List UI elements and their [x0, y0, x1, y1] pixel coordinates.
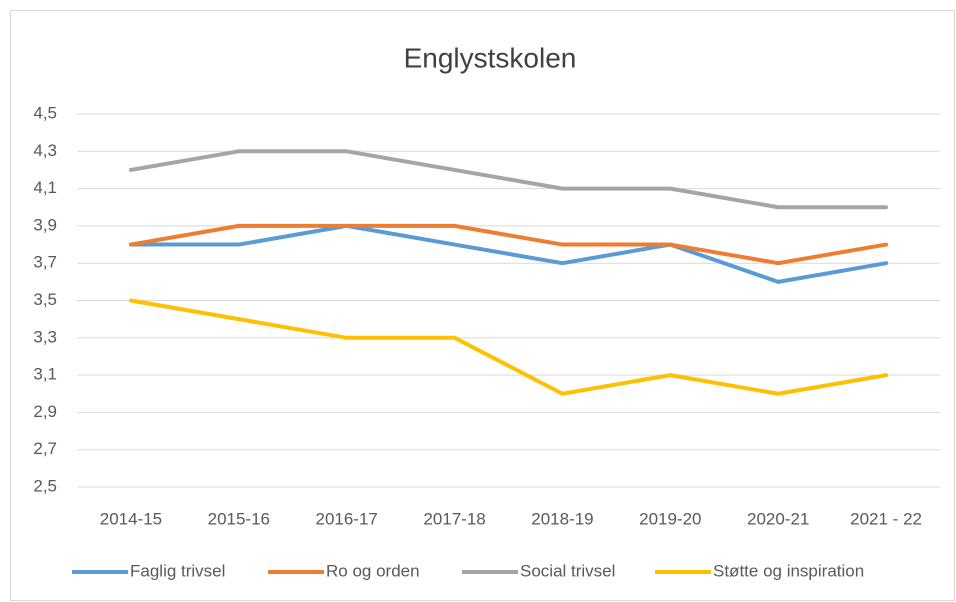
- x-tick-label: 2019-20: [639, 509, 701, 528]
- y-tick-label: 4,3: [33, 141, 57, 160]
- legend-label: Ro og orden: [326, 561, 420, 580]
- x-tick-label: 2014-15: [100, 509, 162, 528]
- series-line: [128, 149, 889, 210]
- y-tick-label: 3,7: [33, 253, 57, 272]
- x-tick-label: 2020-21: [747, 509, 809, 528]
- x-tick-label: 2021 - 22: [850, 509, 922, 528]
- y-tick-label: 2,5: [33, 476, 57, 495]
- x-tick-label: 2018-19: [531, 509, 593, 528]
- series-line: [128, 223, 889, 284]
- x-tick-label: 2015-16: [208, 509, 270, 528]
- legend-label: Støtte og inspiration: [713, 561, 864, 580]
- x-tick-label: 2016-17: [315, 509, 377, 528]
- chart-title: Englystskolen: [404, 42, 577, 73]
- y-tick-label: 2,7: [33, 439, 57, 458]
- series-line: [128, 223, 889, 266]
- y-tick-label: 3,3: [33, 327, 57, 346]
- y-tick-label: 3,5: [33, 290, 57, 309]
- series-line: [128, 298, 889, 396]
- legend-label: Faglig trivsel: [130, 561, 225, 580]
- x-tick-label: 2017-18: [423, 509, 485, 528]
- y-tick-label: 4,5: [33, 103, 57, 122]
- y-tick-label: 4,1: [33, 178, 57, 197]
- y-tick-label: 3,9: [33, 215, 57, 234]
- y-tick-label: 3,1: [33, 365, 57, 384]
- legend-label: Social trivsel: [520, 561, 615, 580]
- y-tick-label: 2,9: [33, 402, 57, 421]
